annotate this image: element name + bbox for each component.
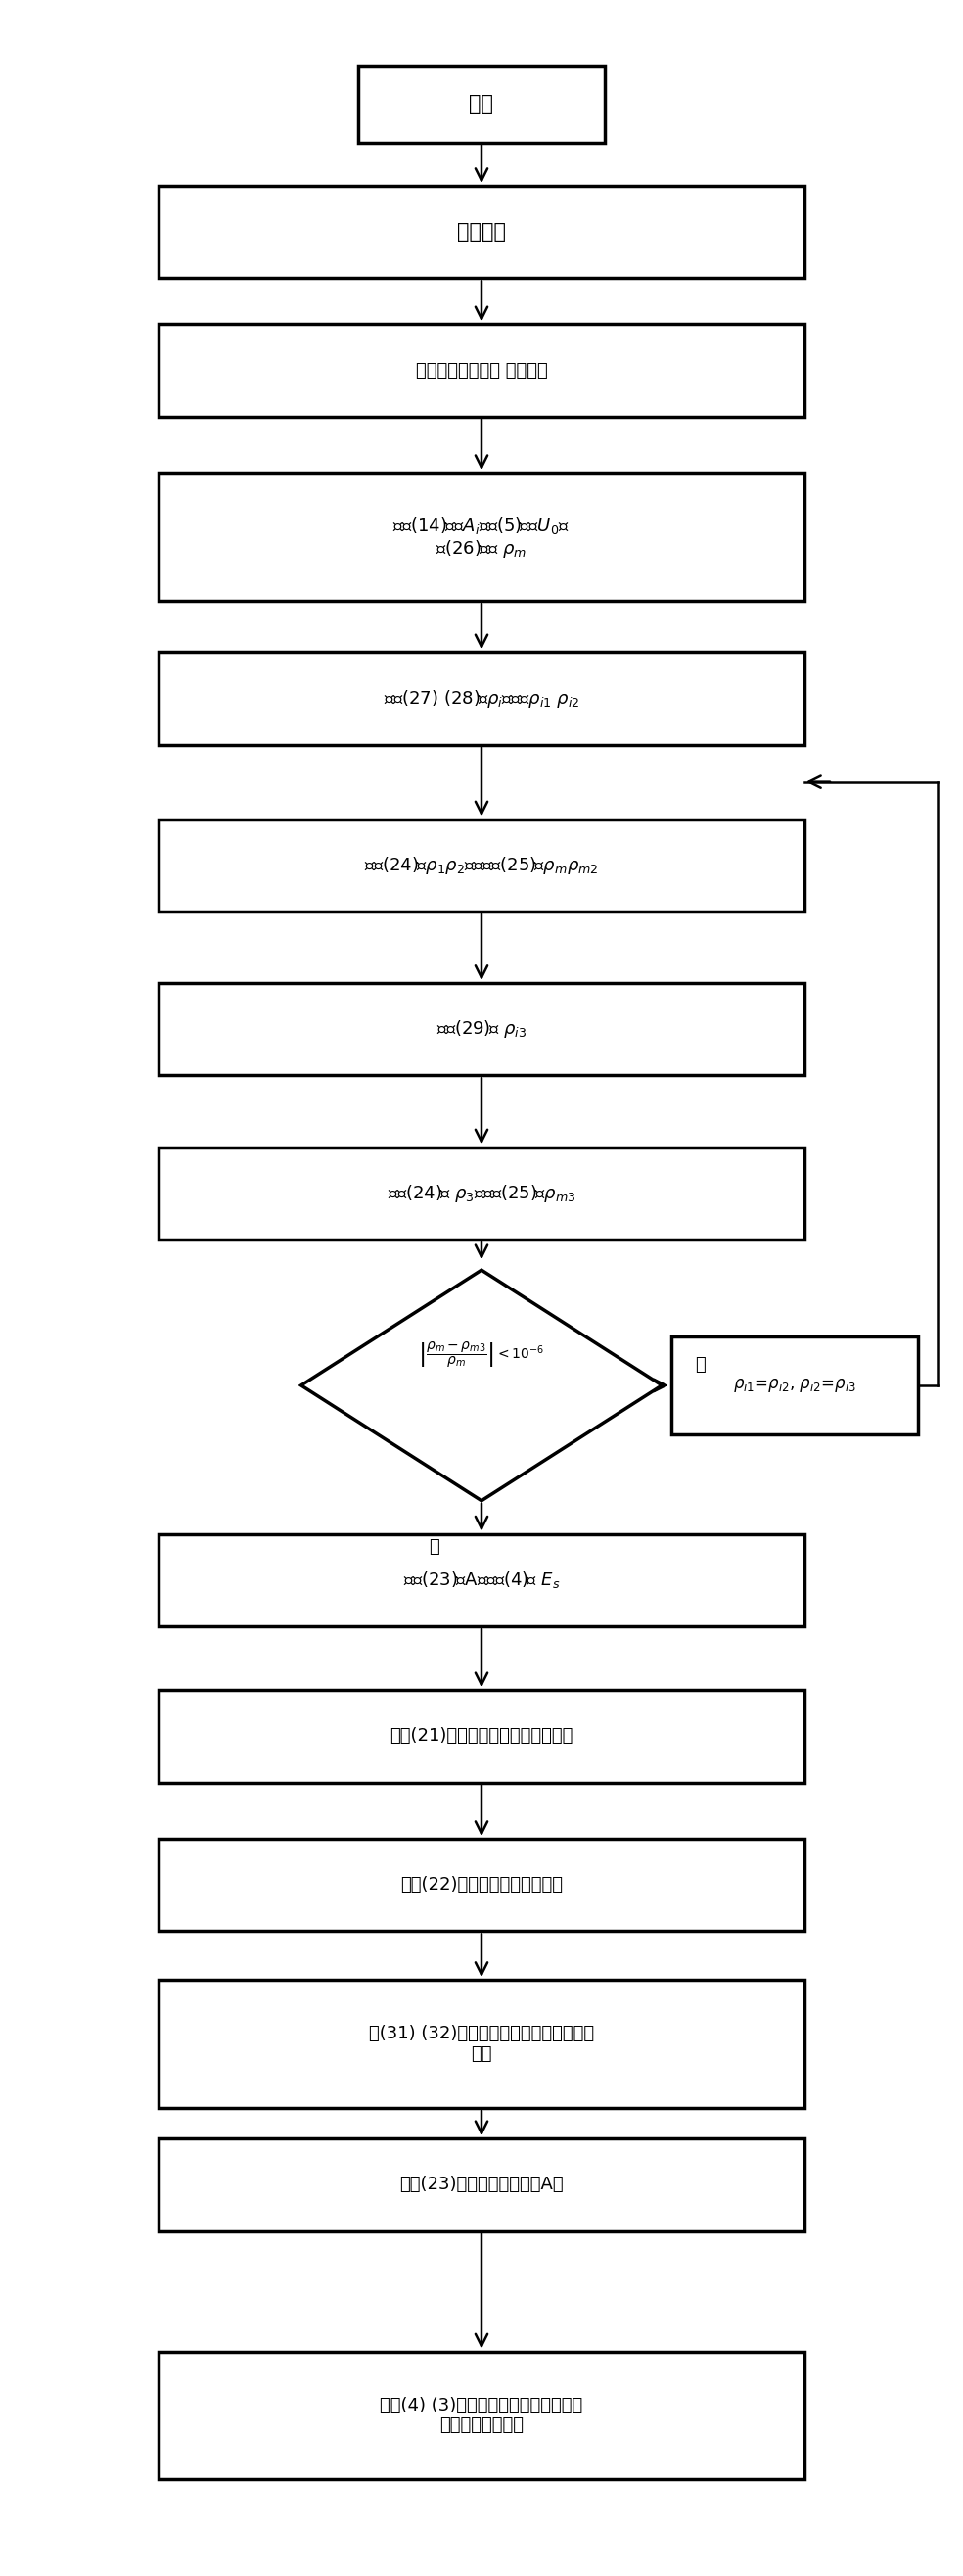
Text: 按式(29)算 $\rho_{i3}$: 按式(29)算 $\rho_{i3}$ bbox=[436, 1018, 527, 1041]
FancyBboxPatch shape bbox=[159, 652, 804, 744]
FancyBboxPatch shape bbox=[159, 325, 804, 417]
FancyBboxPatch shape bbox=[159, 1690, 804, 1783]
Text: $\left|\dfrac{\rho_m-\rho_{m3}}{\rho_m}\right|<10^{-6}$: $\left|\dfrac{\rho_m-\rho_{m3}}{\rho_m}\… bbox=[418, 1340, 545, 1370]
Text: $\rho_{i1}$=$\rho_{i2}$, $\rho_{i2}$=$\rho_{i3}$: $\rho_{i1}$=$\rho_{i2}$, $\rho_{i2}$=$\r… bbox=[733, 1376, 856, 1394]
Text: 按式(23)计算雾霾条件下的A值: 按式(23)计算雾霾条件下的A值 bbox=[400, 2177, 563, 2195]
FancyBboxPatch shape bbox=[159, 2138, 804, 2231]
FancyBboxPatch shape bbox=[159, 1839, 804, 1932]
Text: 按式(23)算A，按式(4)算 $E_s$: 按式(23)算A，按式(4)算 $E_s$ bbox=[403, 1569, 560, 1589]
FancyBboxPatch shape bbox=[358, 67, 605, 142]
FancyBboxPatch shape bbox=[159, 1146, 804, 1239]
Text: 按式(24)算$\rho_1$$\rho_2$，代入式(25)算$\rho_m$$\rho_{m2}$: 按式(24)算$\rho_1$$\rho_2$，代入式(25)算$\rho_m$… bbox=[364, 855, 599, 876]
Text: 式(31) (32)计算雾霾条件下导线表面电荷
密度: 式(31) (32)计算雾霾条件下导线表面电荷 密度 bbox=[369, 2025, 594, 2063]
Text: 开始: 开始 bbox=[469, 95, 494, 113]
Text: 按式(22)计算总的空间电荷密度: 按式(22)计算总的空间电荷密度 bbox=[401, 1875, 562, 1893]
Text: 是: 是 bbox=[429, 1538, 439, 1556]
FancyBboxPatch shape bbox=[159, 984, 804, 1074]
FancyBboxPatch shape bbox=[159, 1533, 804, 1625]
FancyBboxPatch shape bbox=[159, 819, 804, 912]
Text: 按式(21)计算雾滴和颗粒物的核电量: 按式(21)计算雾滴和颗粒物的核电量 bbox=[390, 1728, 573, 1744]
Text: 按式(14)计算$A_i$，式(5)计算$U_0$，
式(26)计算 $\rho_m$: 按式(14)计算$A_i$，式(5)计算$U_0$， 式(26)计算 $\rho… bbox=[393, 515, 570, 559]
FancyBboxPatch shape bbox=[159, 2352, 804, 2481]
Text: 计算某点标称场强 起晕场强: 计算某点标称场强 起晕场强 bbox=[416, 361, 547, 379]
Polygon shape bbox=[301, 1270, 662, 1502]
Text: 否: 否 bbox=[694, 1355, 705, 1373]
FancyBboxPatch shape bbox=[159, 474, 804, 600]
Text: 按式(27) (28)取$\rho_i$初始值$\rho_{i1}$ $\rho_{i2}$: 按式(27) (28)取$\rho_i$初始值$\rho_{i1}$ $\rho… bbox=[383, 688, 580, 708]
Text: 建立模型: 建立模型 bbox=[457, 222, 506, 242]
FancyBboxPatch shape bbox=[159, 1981, 804, 2107]
Text: 按式(24)算 $\rho_3$，按式(25)算$\rho_{m3}$: 按式(24)算 $\rho_3$，按式(25)算$\rho_{m3}$ bbox=[387, 1182, 576, 1203]
Text: 按式(4) (3)计算得到雾霾条件下的合成
场强和离子流密度: 按式(4) (3)计算得到雾霾条件下的合成 场强和离子流密度 bbox=[380, 2396, 583, 2434]
FancyBboxPatch shape bbox=[159, 185, 804, 278]
FancyBboxPatch shape bbox=[671, 1337, 919, 1435]
